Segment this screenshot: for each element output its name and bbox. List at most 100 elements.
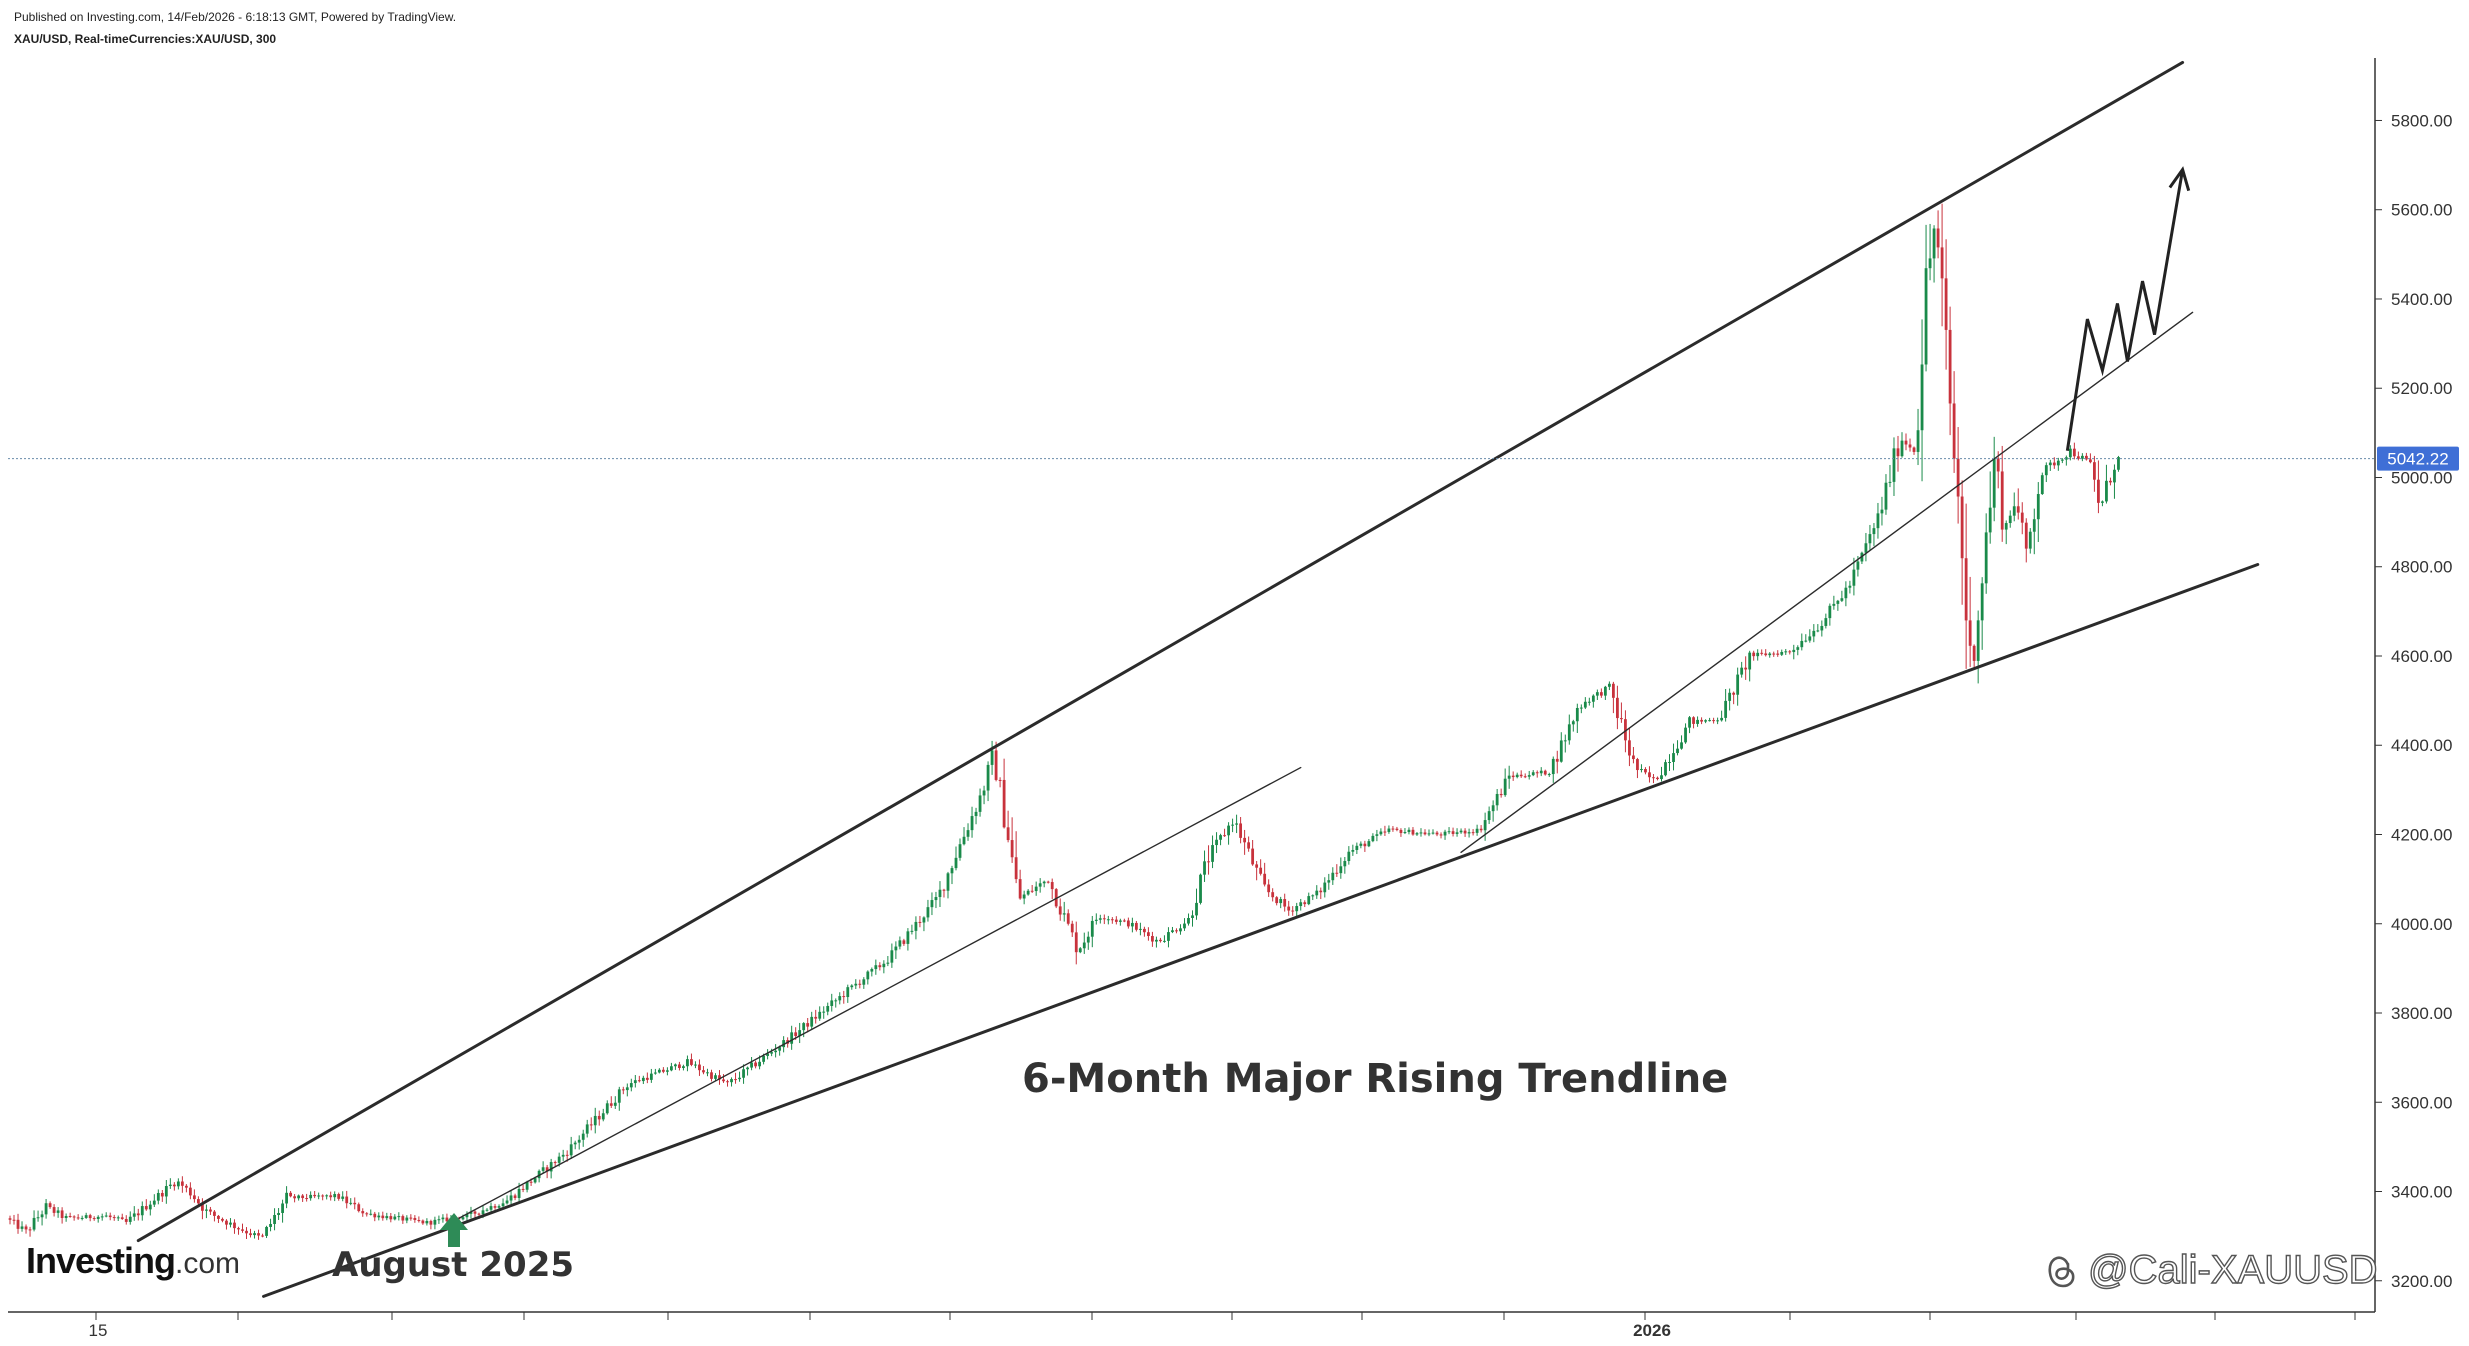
candle-body: [714, 1075, 717, 1079]
candle-body: [176, 1181, 180, 1187]
candle-body: [882, 963, 886, 968]
candle-body: [2117, 457, 2120, 470]
candle-body: [197, 1199, 200, 1204]
candle-body: [946, 873, 950, 891]
candle-body: [834, 1000, 838, 1002]
candle-body: [68, 1216, 72, 1218]
candle-body: [1134, 922, 1138, 930]
candle-body: [1375, 834, 1379, 836]
candle-body: [2076, 456, 2080, 459]
candle-body: [1098, 918, 1102, 920]
candle-body: [1443, 831, 1447, 836]
y-tick-label: 3400.00: [2391, 1183, 2452, 1202]
candle-body: [329, 1195, 333, 1198]
candle-body: [934, 897, 938, 901]
candle-body: [649, 1073, 653, 1080]
candle-body: [890, 950, 894, 963]
candle-body: [2088, 459, 2092, 463]
candle-body: [1579, 707, 1583, 709]
candle-body: [96, 1216, 100, 1219]
candle-body: [862, 979, 866, 985]
candle-body: [217, 1215, 220, 1219]
candle-body: [28, 1229, 32, 1231]
candle-body: [1920, 364, 1924, 431]
candle-body: [1167, 932, 1170, 941]
candle-body: [746, 1067, 749, 1070]
candle-body: [429, 1220, 433, 1225]
candle-body: [56, 1210, 60, 1213]
candle-body: [1122, 920, 1126, 922]
candle-body: [1595, 692, 1599, 696]
candle-body: [1343, 861, 1347, 867]
candle-body: [1892, 448, 1896, 482]
candle-body: [1094, 919, 1098, 921]
candle-body: [1535, 772, 1539, 774]
candle-body: [878, 965, 882, 968]
candle-body: [682, 1066, 685, 1069]
candle-body: [48, 1203, 52, 1208]
candle-body: [1419, 832, 1423, 834]
candle-body: [1936, 228, 1940, 248]
candle-body: [2052, 462, 2056, 466]
candle-body: [1704, 720, 1707, 722]
candle-body: [1700, 719, 1703, 722]
candle-body: [970, 816, 974, 831]
candle-body: [1483, 820, 1487, 831]
candle-body: [261, 1235, 264, 1237]
candle-body: [1728, 692, 1732, 701]
candle-body: [2101, 501, 2104, 503]
candle-body: [798, 1030, 802, 1037]
candle-body: [802, 1023, 806, 1031]
candle-body: [794, 1032, 798, 1037]
candle-body: [1559, 740, 1563, 762]
candle-body: [814, 1016, 818, 1019]
candle-body: [702, 1070, 705, 1073]
candle-body: [1114, 919, 1118, 922]
candle-body: [557, 1156, 561, 1163]
candle-body: [930, 900, 934, 908]
candle-body: [1387, 828, 1391, 832]
candle-body: [1231, 824, 1234, 826]
candle-body: [1712, 720, 1716, 722]
candle-body: [2008, 515, 2012, 524]
x-axis-labels: 15 2026: [89, 1321, 1671, 1340]
candle-body: [32, 1217, 36, 1230]
candle-body: [1259, 867, 1263, 874]
candle-body: [1399, 829, 1403, 834]
candle-body: [213, 1211, 216, 1216]
candle-body: [1696, 719, 1699, 724]
candle-body: [1980, 583, 1984, 621]
candle-body: [481, 1210, 485, 1215]
y-tick-label: 4200.00: [2391, 825, 2452, 844]
candle-body: [1796, 647, 1800, 650]
candle-body: [1812, 630, 1816, 637]
candle-body: [229, 1222, 232, 1225]
candle-body: [1836, 600, 1840, 604]
candle-body: [225, 1220, 228, 1225]
candle-body: [998, 779, 1002, 781]
candle-body: [469, 1211, 473, 1214]
y-tick-label: 5000.00: [2391, 468, 2452, 487]
candle-body: [581, 1133, 585, 1140]
candle-body: [1279, 899, 1283, 904]
candle-body: [1912, 447, 1916, 452]
candle-body: [770, 1052, 774, 1054]
candle-body: [184, 1185, 188, 1188]
candle-body: [1479, 828, 1483, 831]
candle-body: [1179, 928, 1182, 932]
candle-body: [160, 1192, 164, 1197]
candle-body: [521, 1188, 525, 1190]
candle-body: [1840, 598, 1844, 601]
candle-body: [810, 1016, 814, 1027]
candle-body: [1940, 247, 1944, 279]
candle-body: [337, 1194, 341, 1199]
candle-body: [1676, 748, 1679, 754]
candle-body: [1291, 910, 1295, 912]
candle-body: [2028, 531, 2032, 549]
candle-body: [1046, 881, 1050, 883]
candle-body: [1130, 922, 1134, 927]
candle-body: [1319, 890, 1323, 893]
candle-body: [1523, 776, 1527, 778]
candle-body: [1090, 920, 1094, 937]
